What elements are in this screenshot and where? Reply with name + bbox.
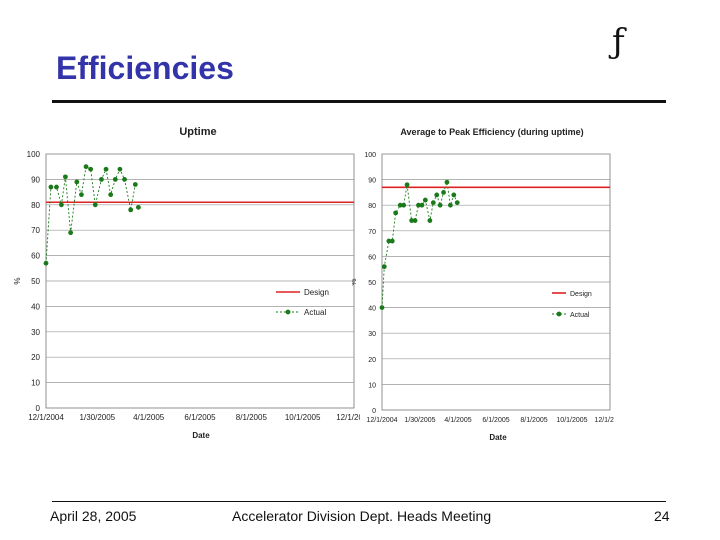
y-tick-label: 60 <box>368 254 376 261</box>
x-tick-label: 12/1/2005 <box>336 413 360 422</box>
y-tick-label: 70 <box>31 226 40 235</box>
title-divider <box>52 100 666 103</box>
x-axis-label: Date <box>489 433 507 442</box>
y-tick-label: 10 <box>368 382 376 389</box>
footer-date: April 28, 2005 <box>50 508 137 524</box>
actual-data-point <box>404 182 410 188</box>
x-tick-label: 12/1/2004 <box>366 417 397 424</box>
chart-title: Average to Peak Efficiency (during uptim… <box>400 127 583 137</box>
x-tick-label: 4/1/2005 <box>444 417 471 424</box>
y-tick-label: 30 <box>368 331 376 338</box>
actual-data-point <box>48 184 54 190</box>
actual-data-point <box>437 202 443 208</box>
actual-data-point <box>444 179 450 185</box>
actual-data-point <box>99 177 104 182</box>
actual-data-point <box>389 238 395 244</box>
actual-data-point <box>397 202 403 208</box>
y-tick-label: 50 <box>31 277 40 286</box>
y-tick-label: 80 <box>31 201 40 210</box>
y-tick-label: 0 <box>36 404 41 413</box>
actual-data-point <box>108 192 114 198</box>
actual-data-point <box>43 260 49 266</box>
x-tick-label: 1/30/2005 <box>80 413 116 422</box>
x-tick-label: 12/1/2005 <box>594 417 614 424</box>
actual-data-point <box>79 192 84 198</box>
actual-data-point <box>117 166 123 172</box>
fermilab-logo-icon: ƒ <box>612 22 625 62</box>
actual-data-point <box>88 166 94 172</box>
x-tick-label: 10/1/2005 <box>285 413 321 422</box>
uptime-chart: 0 10 20 30 40 50 60 70 80 90 100 12/1/2004 1/30/2005… <box>13 126 360 440</box>
actual-data-point <box>128 207 134 213</box>
y-tick-label: 90 <box>31 175 40 184</box>
y-tick-label: 80 <box>368 203 376 210</box>
actual-data-point <box>434 192 440 198</box>
y-tick-label: 20 <box>31 353 40 362</box>
actual-data-point <box>103 166 109 172</box>
y-tick-label: 100 <box>27 150 41 159</box>
x-tick-label: 12/1/2004 <box>28 413 64 422</box>
actual-data-point <box>412 218 418 223</box>
actual-data-point <box>419 202 425 208</box>
y-axis-label: % <box>352 278 358 285</box>
slide-title: Efficiencies <box>56 50 234 86</box>
legend-actual-label: Actual <box>570 312 590 319</box>
x-tick-label: 6/1/2005 <box>482 417 509 424</box>
actual-data-point <box>379 305 385 310</box>
x-tick-label: 8/1/2005 <box>236 413 268 422</box>
footer-page-number: 24 <box>654 508 670 524</box>
actual-data-point <box>381 264 387 270</box>
actual-data-point <box>416 202 421 208</box>
actual-data-point <box>92 202 98 208</box>
x-tick-label: 1/30/2005 <box>404 417 435 424</box>
actual-data-point <box>74 179 80 185</box>
actual-data-point <box>122 177 127 182</box>
actual-data-point <box>427 218 433 223</box>
y-tick-label: 50 <box>368 280 376 287</box>
y-tick-label: 30 <box>31 328 40 337</box>
actual-data-point <box>430 200 436 206</box>
y-tick-label: 90 <box>368 178 376 185</box>
y-tick-label: 10 <box>31 379 40 388</box>
actual-data-point <box>59 202 64 208</box>
actual-data-point <box>63 174 68 180</box>
actual-data-point <box>83 164 89 170</box>
y-tick-label: 70 <box>368 229 376 236</box>
actual-data-point <box>132 182 138 187</box>
footer-meeting: Accelerator Division Dept. Heads Meeting <box>232 508 492 524</box>
efficiency-chart: 0 10 20 30 40 50 60 70 80 90 100 12/1/2004 1/30/2005… <box>352 127 614 442</box>
actual-data-point <box>386 238 392 244</box>
legend-actual-marker <box>285 309 291 315</box>
legend-design-label: Design <box>304 288 329 297</box>
actual-data-point <box>451 192 457 198</box>
y-tick-label: 100 <box>364 152 376 159</box>
actual-data-point <box>112 177 118 182</box>
legend-actual-marker <box>556 311 562 317</box>
y-tick-label: 60 <box>31 252 40 261</box>
x-tick-label: 8/1/2005 <box>520 417 547 424</box>
actual-data-point <box>54 184 59 190</box>
x-tick-label: 4/1/2005 <box>133 413 165 422</box>
actual-data-point <box>401 202 407 208</box>
actual-data-point <box>136 204 141 210</box>
y-axis-label: % <box>13 277 22 284</box>
x-tick-label: 6/1/2005 <box>184 413 216 422</box>
actual-data-point <box>448 202 453 208</box>
actual-data-point <box>454 200 460 206</box>
x-axis-label: Date <box>192 431 210 440</box>
y-tick-label: 40 <box>31 302 40 311</box>
actual-data-point <box>441 190 446 195</box>
y-tick-label: 0 <box>372 408 376 415</box>
actual-data-point <box>422 197 428 203</box>
footer-divider <box>52 501 666 502</box>
y-tick-label: 20 <box>368 357 376 364</box>
legend-actual-label: Actual <box>304 308 326 317</box>
y-tick-label: 40 <box>368 306 376 313</box>
legend-design-label: Design <box>570 291 592 298</box>
actual-data-point <box>68 230 74 236</box>
actual-data-point <box>393 210 399 216</box>
actual-data-point <box>409 218 415 223</box>
chart-title: Uptime <box>179 126 216 138</box>
x-tick-label: 10/1/2005 <box>556 417 587 424</box>
